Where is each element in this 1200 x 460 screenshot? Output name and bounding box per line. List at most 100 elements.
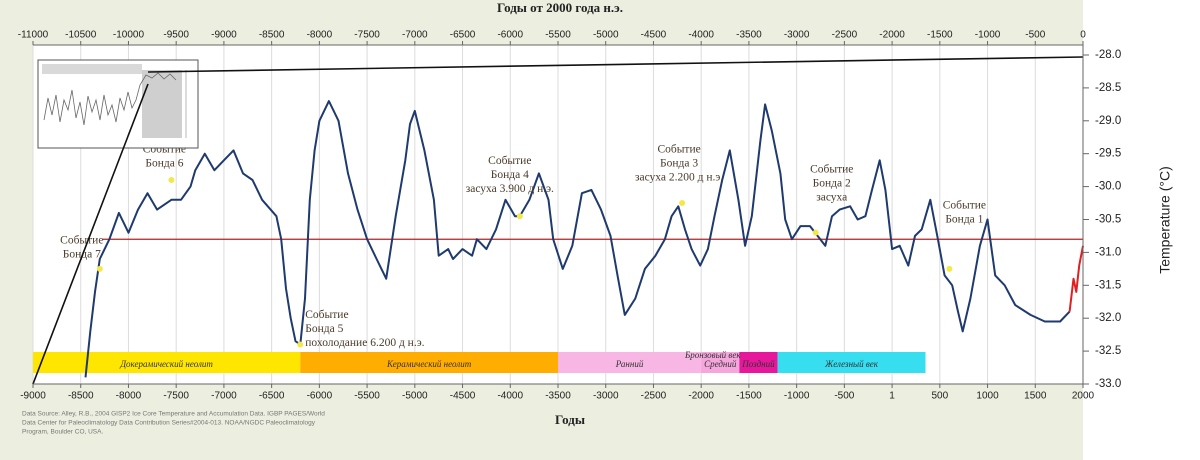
y-tick-label: -32.0: [1095, 312, 1121, 324]
event-label: похолодание 6.200 д н.э.: [305, 337, 424, 349]
temperature-line: [1068, 245, 1084, 312]
x-tick-label: -4000: [497, 391, 523, 402]
y-tick-label: -31.5: [1095, 279, 1121, 291]
event-dot: [96, 265, 103, 272]
x2-tick-label: -10000: [113, 30, 145, 41]
x2-tick-label: -4500: [641, 30, 667, 41]
x-tick-label: -1000: [784, 391, 810, 402]
period-band: [739, 352, 778, 373]
x-tick-label: -3500: [545, 391, 571, 402]
x-tick-label: 1500: [1024, 391, 1047, 402]
y-tick-label: -30.5: [1095, 214, 1121, 226]
x-tick-label: -1500: [736, 391, 762, 402]
y-tick-label: -30.0: [1095, 181, 1121, 193]
x2-tick-label: -7000: [402, 30, 428, 41]
y-tick-label: -29.0: [1095, 115, 1121, 127]
x-tick-label: -2000: [688, 391, 714, 402]
period-band: [558, 352, 702, 373]
x2-tick-label: -2500: [832, 30, 858, 41]
event-dot: [812, 229, 819, 236]
event-dot: [168, 177, 175, 184]
x-tick-label: -7500: [163, 391, 189, 402]
x-tick-label: -8500: [68, 391, 94, 402]
x-tick-label: -7000: [211, 391, 237, 402]
source-note: Program, Boulder CO, USA.: [22, 429, 103, 436]
x-tick-label: 1: [889, 391, 895, 402]
event-label: Событие: [810, 163, 853, 175]
x-tick-label: -8000: [116, 391, 142, 402]
x-tick-label: -3000: [593, 391, 619, 402]
x-tick-label: -6000: [307, 391, 333, 402]
y-tick-label: -28.0: [1095, 49, 1121, 61]
x-axis-label: Годы: [555, 412, 585, 427]
period-label: Докерамический неолит: [119, 359, 213, 369]
x2-tick-label: -6500: [450, 30, 476, 41]
inset-highlight: [142, 70, 182, 138]
event-label: Событие: [305, 309, 348, 321]
source-note: Data Source: Alley, R.B., 2004 GISP2 Ice…: [22, 411, 325, 418]
x-tick-label: -500: [834, 391, 854, 402]
event-label: Бонда 4: [491, 169, 529, 181]
event-dot: [297, 341, 304, 348]
event-label: засуха 2.200 д н.э.: [635, 172, 723, 184]
y-tick-label: -31.0: [1095, 246, 1121, 258]
period-label: Керамический неолит: [386, 359, 472, 369]
period-band: [701, 352, 740, 373]
x2-tick-label: -5000: [593, 30, 619, 41]
x2-tick-label: -10500: [65, 30, 97, 41]
event-label: засуха 3.900 д н.э.: [466, 183, 554, 195]
x2-tick-label: -3500: [736, 30, 762, 41]
event-label: Бонда 6: [145, 158, 183, 170]
y-tick-label: -32.5: [1095, 345, 1121, 357]
event-label: Бонда 2: [813, 177, 851, 189]
period-label: Поздний: [741, 359, 775, 369]
x-tick-label: 2000: [1072, 391, 1095, 402]
y-tick-label: -29.5: [1095, 148, 1121, 160]
x2-tick-label: -7500: [354, 30, 380, 41]
x-tick-label: 500: [931, 391, 948, 402]
x2-tick-label: -8500: [259, 30, 285, 41]
period-group-label: Бронзовый век: [684, 350, 741, 360]
zoom-connector: [147, 56, 1084, 73]
period-band: [777, 352, 926, 373]
event-dot: [516, 213, 523, 220]
x-tick-label: -5500: [354, 391, 380, 402]
event-label: Событие: [943, 199, 986, 211]
event-label: Событие: [657, 144, 700, 156]
inset-header: [42, 64, 142, 74]
x2-tick-label: -1500: [927, 30, 953, 41]
period-label: Средний: [704, 359, 737, 369]
event-label: Бонда 3: [660, 158, 698, 170]
event-label: Бонда 1: [945, 213, 983, 225]
period-label: Железный век: [824, 359, 879, 369]
x2-tick-label: -9500: [163, 30, 189, 41]
x2-tick-label: -5500: [545, 30, 571, 41]
inset-line: [43, 72, 177, 126]
x2-tick-label: -3000: [784, 30, 810, 41]
period-band: [33, 352, 301, 373]
period-label: Ранний: [615, 359, 644, 369]
chart-title: Годы от 2000 года н.э.: [497, 0, 623, 15]
x-tick-label: -9000: [20, 391, 46, 402]
x2-tick-label: -2000: [879, 30, 905, 41]
x-tick-label: 1000: [976, 391, 999, 402]
event-label: Бонда 5: [305, 323, 343, 335]
event-label: Событие: [60, 234, 103, 246]
x2-tick-label: -500: [1025, 30, 1045, 41]
x2-tick-label: -9000: [211, 30, 237, 41]
source-note: Data Center for Paleoclimatology Data Co…: [22, 420, 316, 427]
y-tick-label: -33.0: [1095, 378, 1121, 390]
x-tick-label: -6500: [259, 391, 285, 402]
x2-tick-label: -4000: [688, 30, 714, 41]
y-tick-label: -28.5: [1095, 82, 1121, 94]
inset: [37, 59, 199, 149]
x2-tick-label: -6000: [497, 30, 523, 41]
x-tick-label: -2500: [641, 391, 667, 402]
zoom-connector: [32, 83, 149, 385]
x-tick-label: -4500: [450, 391, 476, 402]
y-axis-label: Temperature (°C): [1157, 166, 1173, 274]
x2-tick-label: -8000: [307, 30, 333, 41]
period-band: [300, 352, 558, 373]
event-label: Событие: [488, 155, 531, 167]
